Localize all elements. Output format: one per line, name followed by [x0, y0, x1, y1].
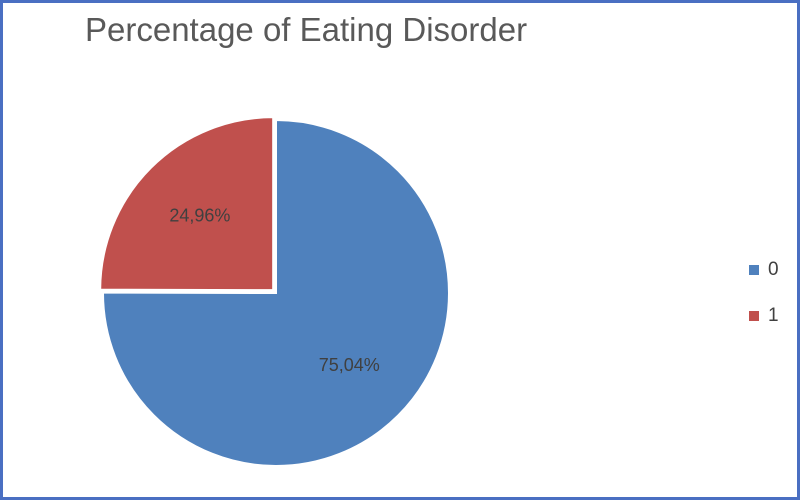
legend-swatch-0	[749, 265, 759, 275]
pie-data-labels: 75,04% 24,96%	[169, 205, 379, 375]
legend-label-1: 1	[768, 305, 779, 326]
chart-title: Percentage of Eating Disorder	[85, 11, 528, 48]
legend-item-0: 0	[749, 259, 779, 281]
pie-slice-0	[102, 118, 450, 467]
pie-label-1: 24,96%	[169, 205, 230, 225]
pie-slices	[99, 116, 450, 467]
pie-slice-1	[99, 116, 275, 292]
chart-legend: 0 1	[749, 259, 779, 351]
legend-label-0: 0	[768, 259, 779, 280]
pie-label-0: 75,04%	[319, 355, 380, 375]
legend-item-1: 1	[749, 305, 779, 327]
pie-chart: 75,04% 24,96%	[99, 116, 450, 467]
legend-swatch-1	[749, 311, 759, 321]
